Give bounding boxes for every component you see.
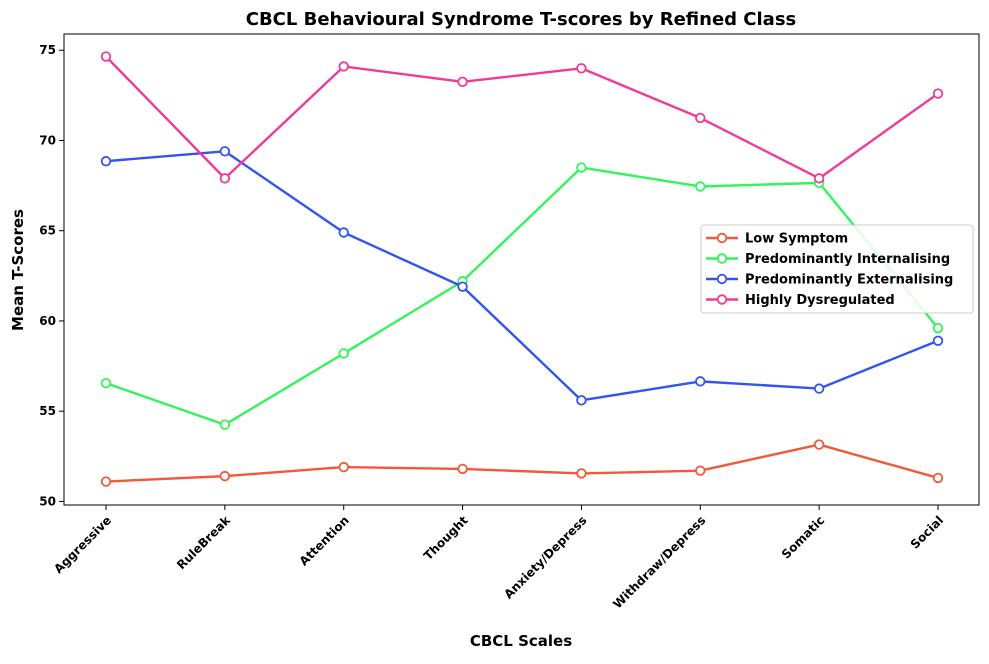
series-line [105, 166, 939, 426]
data-point [219, 173, 231, 184]
x-tick-label: Aggressive [51, 513, 114, 576]
data-point [576, 162, 587, 173]
series-layer [100, 51, 944, 487]
plot-area [63, 33, 980, 506]
data-point [219, 146, 231, 157]
x-tick-label: Social [908, 513, 946, 551]
data-point [932, 88, 944, 99]
y-tick-label: 60 [39, 314, 56, 328]
legend-marker [716, 253, 728, 264]
legend-label: Predominantly Externalising [745, 273, 953, 288]
data-point [813, 439, 825, 450]
chart-title: CBCL Behavioural Syndrome T-scores by Re… [246, 9, 797, 30]
data-point [338, 461, 349, 473]
data-point [695, 112, 706, 124]
legend-label: Predominantly Internalising [745, 252, 950, 267]
data-point [576, 468, 587, 479]
series-0 [100, 439, 944, 487]
x-tick-label: Thought [421, 513, 471, 563]
data-point [457, 463, 468, 475]
series-line [105, 443, 939, 483]
data-point [932, 472, 944, 484]
legend: Low Symptom Predominantly Internalising Pr… [700, 224, 974, 314]
data-point [695, 181, 706, 192]
data-point [100, 476, 112, 487]
legend-marker [716, 294, 728, 305]
legend-label: Highly Dysregulated [745, 293, 895, 308]
data-point [219, 419, 231, 430]
data-point [576, 63, 587, 74]
x-axis-label: CBCL Scales [470, 632, 572, 650]
data-point [576, 395, 587, 406]
legend-label: Low Symptom [745, 232, 848, 247]
series-3 [100, 51, 944, 184]
data-point [219, 470, 231, 482]
data-point [932, 322, 944, 334]
x-tick-label: Withdraw/Depress [610, 513, 708, 611]
data-point [100, 377, 112, 389]
x-tick-label: RuleBreak [174, 513, 234, 573]
series-2 [100, 146, 944, 406]
series-line [105, 55, 939, 180]
data-point [338, 348, 349, 359]
x-tick-label: Attention [297, 513, 352, 568]
y-axis: 50 55 60 65 70 75 [39, 43, 64, 508]
data-point [100, 156, 112, 167]
legend-marker [716, 232, 728, 244]
x-axis: Aggressive RuleBreak Attention Thought Anxie… [51, 505, 946, 611]
data-point [695, 376, 706, 387]
y-tick-label: 50 [39, 494, 56, 508]
x-tick-label: Somatic [779, 513, 827, 561]
data-point [457, 76, 468, 88]
data-point [100, 51, 112, 62]
legend-box [700, 224, 974, 314]
y-tick-label: 70 [39, 133, 56, 147]
x-tick-label: Anxiety/Depress [501, 513, 589, 601]
y-tick-label: 65 [39, 224, 56, 238]
y-tick-label: 75 [39, 43, 56, 57]
data-point [813, 173, 825, 184]
y-axis-label: Mean T-Scores [9, 209, 27, 331]
series-line [105, 150, 939, 402]
y-tick-label: 55 [39, 404, 56, 418]
data-point [695, 465, 706, 476]
data-point [457, 281, 468, 292]
data-point [338, 61, 349, 72]
data-point [813, 383, 825, 394]
data-point [338, 227, 349, 238]
data-point [932, 335, 944, 346]
legend-marker [716, 273, 728, 285]
